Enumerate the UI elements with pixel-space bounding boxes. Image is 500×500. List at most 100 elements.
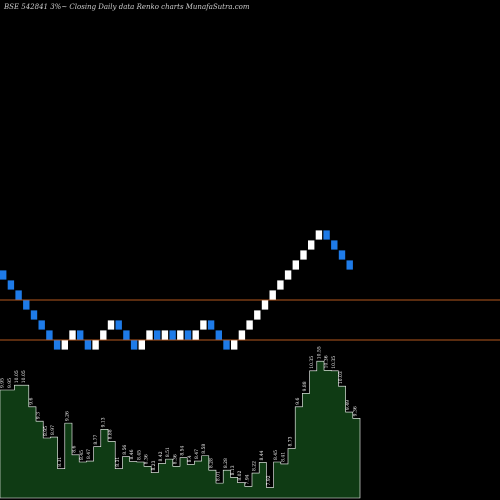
renko-bricks	[0, 230, 353, 350]
volume-label: 8.4	[187, 455, 193, 462]
renko-brick-up	[192, 330, 199, 340]
renko-brick-down	[77, 330, 84, 340]
volume-label: 10.05	[21, 370, 27, 383]
volume-label: 8.88	[108, 429, 114, 439]
volume-panel: 9.95 9.95 10.05 10.059.69.38.95 8.978.319.26…	[0, 346, 361, 499]
volume-label: 10.36	[324, 355, 330, 368]
renko-brick-down	[53, 340, 61, 350]
volume-label: 9.6	[28, 398, 34, 405]
volume-label: 9.49	[345, 400, 351, 410]
volume-label: 8.46	[129, 449, 135, 459]
renko-brick-up	[238, 330, 246, 340]
renko-brick-down	[38, 320, 45, 330]
renko-brick-down	[15, 290, 22, 300]
volume-label: 8.45	[136, 450, 142, 460]
renko-brick-down	[184, 330, 192, 340]
volume-label: 8.47	[194, 449, 200, 459]
renko-brick-down	[7, 280, 15, 290]
renko-brick-down	[338, 250, 346, 260]
renko-brick-up	[254, 310, 261, 320]
renko-brick-down	[0, 270, 7, 280]
volume-label: 8.31	[57, 457, 63, 467]
volume-label: 9.3	[36, 412, 42, 419]
volume-label: 8.6	[72, 446, 78, 453]
volume-label: 9.95	[7, 378, 13, 388]
renko-brick-down	[223, 340, 230, 350]
volume-label: 8.95	[43, 426, 49, 436]
volume-label: 7.92	[266, 475, 272, 485]
volume-label: 8.36	[144, 454, 150, 464]
renko-brick-down	[207, 320, 215, 330]
volume-label: 8.41	[280, 452, 286, 462]
renko-brick-up	[100, 330, 107, 340]
renko-brick-up	[284, 270, 292, 280]
volume-label: 9.95	[0, 378, 6, 388]
chart-title: BSE 542841 3%~ Closing Daily data Renko …	[3, 3, 250, 11]
volume-label: 8.36	[172, 454, 178, 464]
renko-brick-up	[308, 240, 315, 250]
volume-label: 8.01	[216, 471, 222, 481]
volume-label: 7.94	[244, 474, 250, 484]
renko-brick-up	[61, 340, 68, 350]
renko-brick-down	[346, 260, 353, 270]
renko-brick-up	[300, 250, 307, 260]
renko-brick-up	[269, 290, 276, 300]
volume-label: 9.13	[100, 417, 106, 427]
volume-label: 8.23	[151, 460, 157, 470]
volume-label: 8.56	[122, 445, 128, 455]
volume-label: 8.28	[208, 458, 214, 468]
renko-brick-down	[169, 330, 176, 340]
renko-brick-up	[315, 230, 323, 240]
volume-label: 10.35	[309, 356, 315, 369]
renko-brick-up	[92, 340, 99, 350]
renko-brick-down	[154, 330, 161, 340]
volume-label: 8.31	[115, 457, 121, 467]
renko-brick-up	[292, 260, 299, 270]
renko-brick-up	[138, 340, 145, 350]
volume-label: 8.42	[158, 451, 164, 461]
volume-label: 10.05	[14, 370, 20, 383]
renko-brick-up	[200, 320, 207, 330]
volume-label: 8.22	[252, 461, 258, 471]
renko-brick-down	[331, 240, 338, 250]
renko-brick-up	[161, 330, 169, 340]
volume-area	[0, 360, 361, 499]
renko-brick-up	[246, 320, 253, 330]
renko-brick-up	[69, 330, 76, 340]
volume-label: 8.54	[180, 446, 186, 456]
volume-label: 8.28	[223, 458, 229, 468]
volume-label: 10.55	[316, 346, 322, 359]
volume-label: 8.47	[86, 449, 92, 459]
volume-label: 8.45	[79, 450, 85, 460]
volume-label: 8.45	[273, 450, 279, 460]
volume-label: 8.97	[50, 425, 56, 435]
volume-label: 10.35	[331, 356, 337, 369]
renko-brick-up	[277, 280, 284, 290]
level-lines	[0, 299, 500, 341]
volume-label: 8.44	[259, 450, 265, 460]
volume-label: 8.73	[288, 436, 294, 446]
volume-label: 9.26	[64, 411, 70, 421]
volume-label: 9.6	[295, 398, 301, 405]
renko-brick-up	[146, 330, 153, 340]
volume-label: 8.51	[165, 447, 171, 457]
renko-brick-up	[177, 330, 184, 340]
renko-brick-down	[115, 320, 122, 330]
renko-brick-down	[84, 340, 92, 350]
renko-brick-down	[215, 330, 222, 340]
volume-label: 9.36	[352, 406, 358, 416]
renko-brick-down	[130, 340, 138, 350]
volume-label: 8.58	[201, 444, 207, 454]
renko-brick-down	[323, 230, 330, 240]
renko-brick-up	[261, 300, 269, 310]
volume-label: 10.03	[338, 371, 344, 384]
renko-brick-down	[23, 300, 30, 310]
volume-label: 8.02	[237, 470, 243, 480]
renko-brick-up	[107, 320, 115, 330]
renko-brick-down	[30, 310, 38, 320]
volume-label: 8.13	[230, 465, 236, 475]
volume-label: 8.77	[93, 434, 99, 444]
renko-brick-up	[231, 340, 238, 350]
volume-label: 9.88	[302, 381, 308, 391]
